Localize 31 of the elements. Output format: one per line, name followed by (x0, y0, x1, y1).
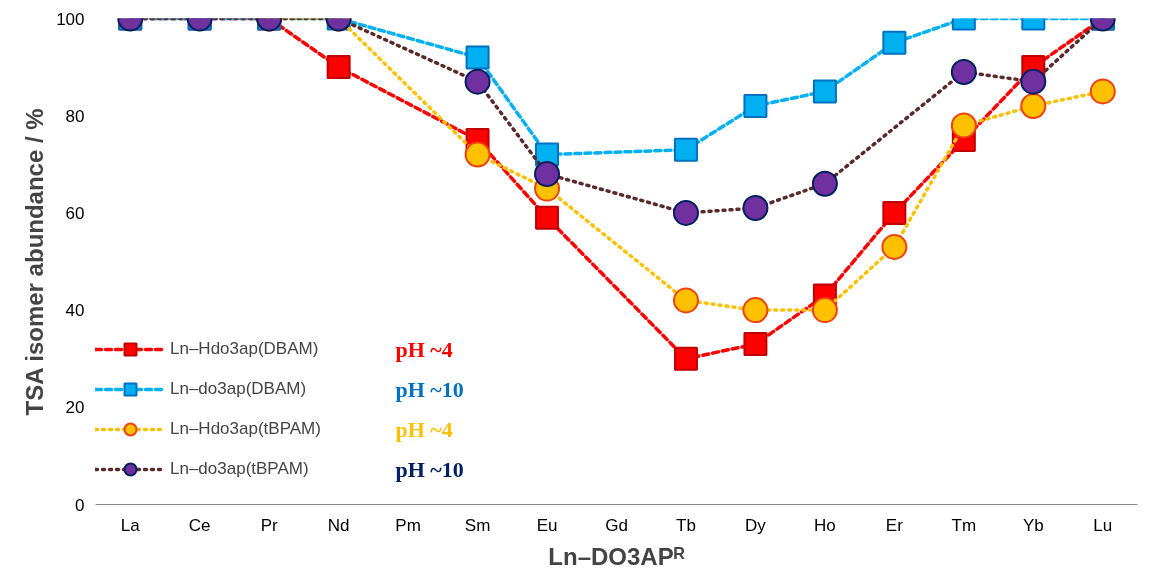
y-axis-title: TSA isomer abundance / % (21, 108, 49, 416)
x-tick-label: Pr (260, 515, 279, 535)
x-axis-title: Ln–DO3APᴿ (548, 542, 685, 570)
x-tick-label: Gd (605, 515, 628, 535)
legend-label: Ln–Hdo3ap(tBPAM) (170, 418, 321, 440)
x-tick-label: Pm (395, 515, 421, 535)
annotation: pH ~4 (395, 337, 453, 362)
y-tick-label: 40 (65, 301, 85, 321)
x-tick-label: Dy (745, 515, 767, 535)
y-tick-label: 80 (65, 106, 85, 126)
x-tick-label: Tm (951, 515, 977, 535)
y-tick-label: 100 (56, 9, 85, 29)
x-tick-label: Ho (814, 515, 836, 535)
annotation: pH ~10 (395, 457, 464, 482)
x-tick-label: Nd (327, 515, 350, 535)
annotation: pH ~10 (395, 377, 464, 402)
annotation: pH ~4 (395, 417, 453, 442)
x-tick-label: La (120, 515, 141, 535)
x-tick-label: Tb (676, 515, 696, 535)
legend-label: Ln–do3ap(DBAM) (170, 378, 307, 400)
legend-label: Ln–do3ap(tBPAM) (170, 458, 309, 480)
x-tick-label: Eu (536, 515, 558, 535)
x-tick-label: Yb (1022, 515, 1044, 535)
legend-label: Ln–Hdo3ap(DBAM) (170, 338, 319, 360)
y-tick-label: 20 (65, 398, 85, 418)
x-tick-label: Sm (464, 515, 491, 535)
x-tick-label: Ce (188, 515, 211, 535)
y-tick-label: 0 (75, 495, 85, 515)
y-tick-label: 60 (65, 203, 85, 223)
x-tick-label: Lu (1093, 515, 1113, 535)
x-tick-label: Er (885, 515, 904, 535)
